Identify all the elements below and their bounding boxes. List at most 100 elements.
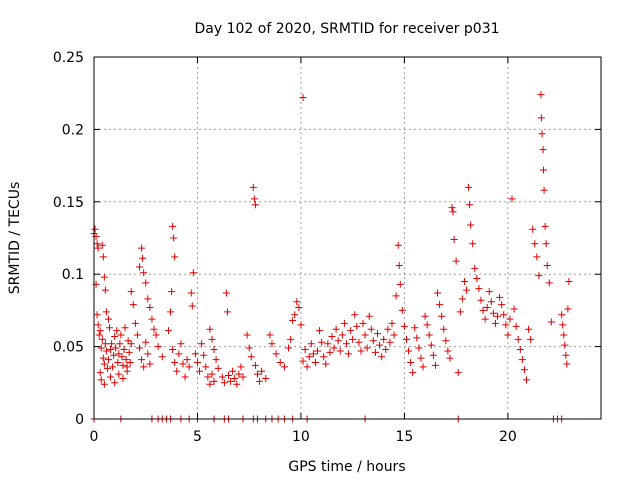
data-point <box>229 367 237 375</box>
data-point <box>395 262 403 270</box>
data-point <box>465 183 473 191</box>
data-point <box>297 321 305 329</box>
data-point <box>471 264 479 272</box>
data-point <box>434 289 442 297</box>
data-point <box>299 94 307 102</box>
data-point <box>102 347 110 355</box>
data-point <box>285 344 293 352</box>
data-point <box>462 286 470 294</box>
data-point <box>518 356 526 364</box>
data-point <box>256 377 264 385</box>
data-point <box>560 331 568 339</box>
data-point <box>101 286 109 294</box>
x-axis-label: GPS time / hours <box>288 459 405 475</box>
data-point <box>533 253 541 261</box>
data-point <box>208 370 216 378</box>
data-point <box>353 322 361 330</box>
data-point <box>107 345 115 353</box>
data-point <box>202 363 210 371</box>
data-point <box>247 353 255 361</box>
data-point <box>100 273 108 281</box>
data-point <box>458 295 466 303</box>
data-point <box>419 363 427 371</box>
data-point <box>498 301 506 309</box>
data-point <box>268 340 276 348</box>
data-point <box>138 356 146 364</box>
data-point <box>483 304 491 312</box>
data-point <box>510 305 518 313</box>
data-point <box>491 319 499 327</box>
data-point <box>118 353 126 361</box>
data-point <box>136 344 144 352</box>
data-point <box>227 377 235 385</box>
data-point <box>334 337 342 345</box>
data-point <box>388 319 396 327</box>
data-point <box>311 359 319 367</box>
data-point <box>258 367 266 375</box>
data-point <box>316 327 324 335</box>
data-point <box>450 235 458 243</box>
x-tick-label: 15 <box>395 429 413 445</box>
data-point <box>504 331 512 339</box>
data-point <box>563 360 571 368</box>
data-point <box>423 321 431 329</box>
data-point <box>251 201 259 209</box>
data-point <box>121 324 129 332</box>
data-point <box>171 253 179 261</box>
data-point <box>100 380 108 388</box>
data-point <box>98 335 106 343</box>
data-point <box>104 315 112 323</box>
data-point <box>183 356 191 364</box>
data-point <box>438 312 446 320</box>
data-point <box>140 269 148 277</box>
data-point <box>108 340 116 348</box>
data-point <box>164 327 172 335</box>
data-point <box>295 304 303 312</box>
data-point <box>562 351 570 359</box>
data-point <box>301 345 309 353</box>
data-point <box>187 289 195 297</box>
data-point <box>113 327 121 335</box>
data-point <box>473 275 481 283</box>
data-point <box>98 241 106 249</box>
data-point <box>272 350 280 358</box>
data-point <box>150 325 158 333</box>
data-point <box>245 344 253 352</box>
data-point <box>398 306 406 314</box>
data-point <box>506 315 514 323</box>
data-point <box>382 345 390 353</box>
data-point <box>189 269 197 277</box>
data-point <box>440 325 448 333</box>
data-point <box>545 279 553 287</box>
x-tick-label: 0 <box>90 429 99 445</box>
data-point <box>102 308 110 316</box>
data-point <box>454 369 462 377</box>
data-point <box>394 241 402 249</box>
data-point <box>152 331 160 339</box>
data-point <box>525 325 533 333</box>
data-point <box>94 244 102 252</box>
data-point <box>185 363 193 371</box>
data-point <box>169 222 177 230</box>
data-point <box>508 195 516 203</box>
data-points <box>90 91 573 423</box>
data-point <box>99 253 107 261</box>
data-point <box>266 331 274 339</box>
data-point <box>307 340 315 348</box>
data-point <box>110 351 118 359</box>
data-point <box>469 240 477 248</box>
data-point <box>287 335 295 343</box>
data-point <box>386 338 394 346</box>
data-point <box>123 367 131 375</box>
data-point <box>168 288 176 296</box>
data-point <box>565 277 573 285</box>
data-point <box>142 279 150 287</box>
data-point <box>561 341 569 349</box>
data-point <box>179 360 187 368</box>
axis-tick-labels: 0 5 10 15 20 0 0.05 0.1 0.15 0.2 0.25 <box>53 50 517 445</box>
data-point <box>380 335 388 343</box>
data-point <box>390 331 398 339</box>
data-point <box>235 370 243 378</box>
data-point <box>293 298 301 306</box>
data-point <box>357 347 365 355</box>
